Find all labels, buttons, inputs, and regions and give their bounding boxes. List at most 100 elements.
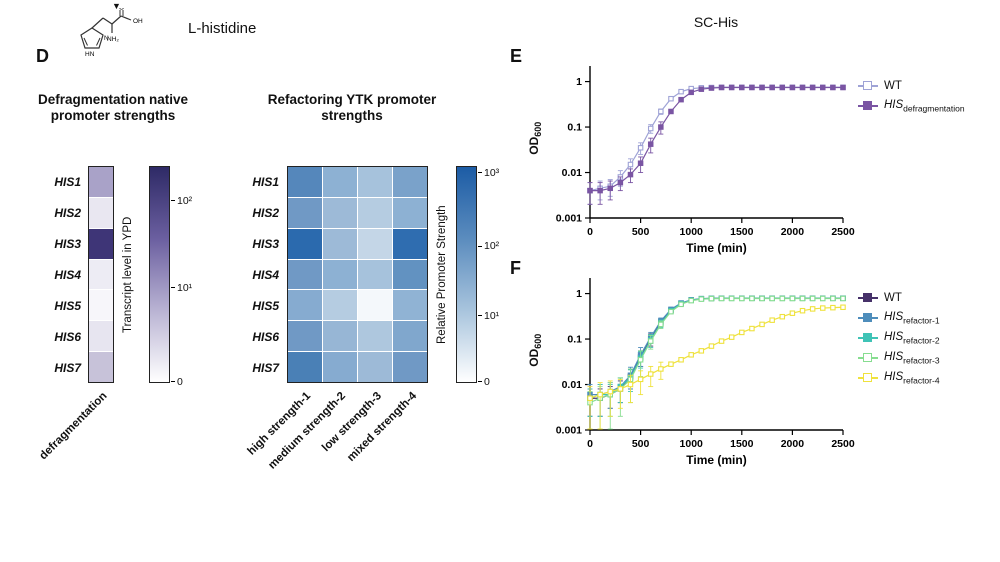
hm2-colorbar-label: Relative Promoter Strength	[436, 205, 448, 344]
legend-square	[863, 373, 872, 382]
heatmap-row-label: HIS2	[252, 205, 279, 220]
e-ylabel-main: OD	[526, 136, 541, 155]
heatmap-cell	[393, 197, 427, 228]
svg-text:0: 0	[587, 226, 593, 238]
legend-marker-icon	[858, 81, 878, 91]
heatmap-cell	[323, 197, 357, 228]
legend-marker-icon	[858, 101, 878, 111]
panel-label-d: D	[36, 46, 49, 66]
svg-text:2000: 2000	[781, 226, 805, 238]
atom-label: NH₂	[107, 36, 119, 43]
heatmap-row-label: HIS6	[54, 329, 81, 344]
legend-label-main: HIS	[884, 350, 904, 363]
heatmap-cell	[288, 259, 322, 290]
hm1-colorbar-label: Transcript level in YPD	[122, 216, 134, 333]
legend-square	[863, 353, 872, 362]
svg-text:1000: 1000	[680, 438, 704, 450]
legend-label: HISrefactor-3	[884, 351, 940, 365]
colorbar-tick-label: 10¹	[177, 281, 193, 294]
heatmap-cell	[323, 228, 357, 259]
legend-label: HISrefactor-1	[884, 311, 940, 325]
legend-label: WT	[884, 80, 902, 92]
legend-marker-icon	[858, 293, 878, 303]
svg-text:0.1: 0.1	[567, 122, 582, 134]
heatmap-cell	[393, 321, 427, 352]
legend-square	[863, 313, 872, 322]
colorbar-tick: 10¹	[478, 310, 499, 322]
legend-label-main: HIS	[884, 98, 904, 111]
heatmap-cell	[323, 290, 357, 321]
legend-entry: HISrefactor-3	[858, 348, 940, 368]
hm1-collabels: defragmentation	[37, 390, 114, 462]
svg-text:2500: 2500	[831, 226, 855, 238]
panel-label-f: F	[510, 258, 521, 278]
legend-entry: HISrefactor-2	[858, 328, 940, 348]
svg-text:Time (min): Time (min)	[686, 453, 746, 467]
colorbar-tick-label: 10²	[484, 240, 500, 253]
heatmap-cell	[89, 259, 113, 290]
svg-text:0.001: 0.001	[556, 425, 582, 437]
legend-label: HISdefragmentation	[884, 99, 965, 113]
heatmap-cell	[89, 321, 113, 352]
svg-text:1500: 1500	[730, 226, 754, 238]
heatmap-cell	[288, 290, 322, 321]
heatmap-row-label: HIS2	[54, 205, 81, 220]
heatmap-cell	[323, 167, 357, 197]
svg-text:0: 0	[587, 438, 593, 450]
colorbar-tick-label: 0	[484, 375, 490, 388]
heatmap-cell	[89, 228, 113, 259]
legend-label-main: HIS	[884, 310, 904, 323]
atom-label: HN	[85, 51, 95, 58]
heatmap-row-label: HIS7	[252, 360, 279, 375]
heatmap-row-label: HIS5	[54, 298, 81, 313]
legend-entry: HISdefragmentation	[858, 96, 965, 116]
heatmap-cell	[393, 228, 427, 259]
hm2-collabels: high strength-1 medium strength-2 low stre…	[245, 390, 428, 472]
colorbar-tick: 10³	[478, 167, 499, 179]
growth-plot-f: 0 500 1000 1500 2000 2500 1 0.1 0.01 0.001 Time (m…	[556, 278, 855, 467]
colorbar-tick-label: 10³	[484, 166, 500, 179]
legend-label-main: HIS	[884, 330, 904, 343]
heatmap-cell	[323, 352, 357, 382]
svg-text:0.01: 0.01	[562, 379, 583, 391]
hm2-cbarticks: 10³ 10² 10¹ 0	[478, 166, 512, 388]
histidine-structure-icon: HN N NH₂ O OH	[80, 8, 143, 58]
legend-f: WT HISrefactor-1 HISrefactor-2 HISrefactor-…	[858, 288, 940, 388]
legend-label-main: HIS	[884, 370, 904, 383]
colorbar-tick: 0	[171, 376, 183, 388]
hm1-grid	[88, 166, 114, 383]
heatmap-cell	[323, 321, 357, 352]
heatmap-cell	[288, 228, 322, 259]
legend-label-main: WT	[884, 80, 902, 92]
f-ylabel-sub: 600	[533, 333, 544, 349]
heatmap-cell	[393, 290, 427, 321]
heatmap-cell	[393, 352, 427, 382]
svg-text:Time (min): Time (min)	[686, 241, 746, 255]
legend-entry: HISrefactor-4	[858, 368, 940, 388]
heatmap-row-label: HIS1	[54, 174, 81, 189]
heatmap-defrag-title: Defragmentation native promoter strength…	[37, 92, 189, 123]
svg-text:500: 500	[632, 226, 650, 238]
hm1-colorbar	[149, 166, 170, 383]
legend-e: WT HISdefragmentation	[858, 76, 965, 116]
heatmap-cell	[288, 352, 322, 382]
legend-entry: WT	[858, 76, 965, 96]
legend-marker-icon	[858, 373, 878, 383]
legend-marker-icon	[858, 353, 878, 363]
legend-square	[863, 293, 872, 302]
legend-label-main: WT	[884, 292, 902, 304]
legend-label-sub: refactor-1	[903, 315, 940, 326]
legend-marker-icon	[858, 313, 878, 323]
heatmap-cell	[393, 167, 427, 197]
svg-text:2000: 2000	[781, 438, 805, 450]
growth-title: SC-His	[693, 14, 739, 30]
heatmap-row-label: HIS7	[54, 360, 81, 375]
legend-square	[863, 333, 872, 342]
panel-label-e: E	[510, 46, 523, 66]
heatmap-cell	[288, 197, 322, 228]
heatmap-cell	[358, 290, 392, 321]
legend-entry: WT	[858, 288, 940, 308]
heatmap-cell	[358, 228, 392, 259]
legend-label: HISrefactor-4	[884, 371, 940, 385]
